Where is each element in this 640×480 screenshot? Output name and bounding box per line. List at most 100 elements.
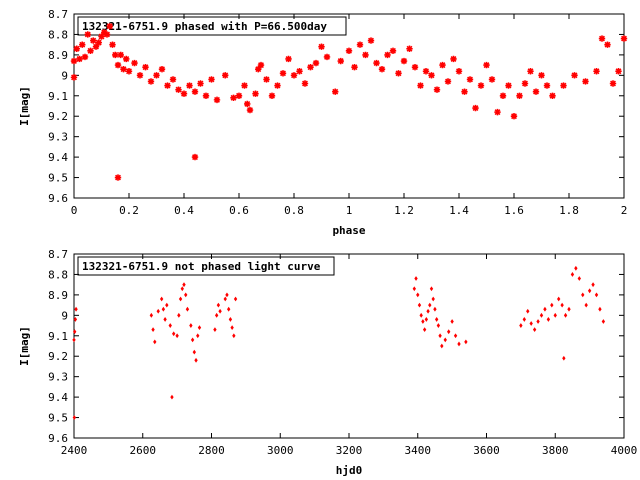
data-point: [337, 57, 344, 65]
data-point: [214, 312, 219, 318]
x-tick-label: 1.8: [559, 204, 579, 217]
data-point: [428, 302, 432, 308]
data-point: [268, 92, 276, 99]
data-point: [543, 306, 547, 312]
y-axis-ticks: 8.7 8.8 8.9 9 9.1 9.2 9.3 9.4 9.5 9.6: [48, 8, 624, 205]
data-point: [455, 68, 463, 75]
data-point: [593, 68, 600, 75]
data-point: [527, 68, 534, 75]
data-point: [114, 61, 122, 69]
data-point: [222, 72, 229, 79]
data-point: [581, 292, 585, 298]
data-point: [419, 312, 423, 318]
x-axis-label: phase: [332, 224, 365, 237]
data-point: [218, 308, 222, 314]
data-point: [570, 272, 575, 277]
data-point: [296, 68, 303, 75]
data-points: [70, 23, 628, 181]
data-point: [563, 312, 568, 318]
x-tick-label: 3800: [542, 444, 569, 457]
data-point: [208, 76, 215, 83]
y-tick-label: 9.1: [48, 330, 68, 343]
data-point: [443, 337, 447, 343]
data-point: [421, 319, 425, 324]
data-point: [165, 302, 169, 308]
data-point: [164, 82, 171, 89]
data-point: [73, 45, 80, 52]
x-tick-label: 0.2: [119, 204, 139, 217]
data-point: [73, 329, 77, 335]
data-point: [79, 41, 86, 48]
data-point: [444, 78, 452, 85]
data-point: [538, 72, 545, 79]
x-axis-ticks: 2400 2600 2800 3000 3200 3400 3600 3800 4000: [61, 254, 637, 457]
x-tick-label: 1.4: [449, 204, 469, 217]
data-point: [332, 88, 339, 95]
x-tick-label: 2800: [198, 444, 225, 457]
data-point: [197, 80, 204, 87]
data-point: [577, 276, 581, 281]
x-tick-label: 0.8: [284, 204, 304, 217]
data-points: [72, 265, 606, 420]
x-tick-label: 2600: [130, 444, 157, 457]
data-point: [216, 302, 221, 308]
data-point: [109, 41, 116, 48]
data-point: [620, 35, 628, 42]
data-point: [72, 415, 77, 420]
y-tick-label: 9: [61, 69, 68, 82]
data-point: [529, 321, 533, 326]
data-point: [412, 286, 416, 292]
data-point: [499, 92, 507, 99]
data-point: [532, 327, 537, 333]
data-point: [433, 86, 441, 93]
data-point: [285, 55, 292, 63]
data-point: [536, 319, 540, 324]
y-axis-label: I[mag]: [18, 326, 31, 366]
data-point: [76, 55, 83, 63]
data-point: [142, 63, 149, 71]
data-point: [213, 96, 221, 104]
data-point: [73, 317, 78, 322]
data-point: [232, 333, 236, 339]
data-point: [426, 308, 430, 314]
y-tick-label: 8.9: [48, 49, 68, 62]
data-point: [429, 286, 434, 292]
data-point: [202, 92, 210, 99]
data-point: [123, 55, 130, 63]
data-point: [159, 296, 164, 302]
data-point: [131, 59, 138, 67]
y-tick-label: 8.7: [48, 248, 68, 261]
data-point: [227, 306, 231, 312]
data-point: [539, 312, 544, 318]
data-point: [557, 296, 561, 302]
x-tick-label: 3400: [405, 444, 432, 457]
data-point: [87, 47, 94, 54]
data-point: [161, 306, 166, 312]
data-point: [439, 61, 446, 69]
data-point: [574, 265, 578, 271]
chart-title: 132321-6751.9 not phased light curve: [82, 260, 321, 273]
data-point: [230, 325, 234, 330]
data-point: [213, 327, 217, 333]
data-point: [571, 72, 578, 79]
data-point: [175, 333, 179, 339]
y-tick-label: 9.3: [48, 371, 68, 384]
y-tick-label: 9.1: [48, 90, 68, 103]
x-tick-label: 0.6: [229, 204, 249, 217]
data-point: [424, 317, 429, 322]
data-point: [312, 59, 320, 67]
data-point: [153, 72, 160, 79]
data-point: [464, 339, 468, 345]
data-point: [422, 68, 430, 75]
data-point: [192, 349, 196, 355]
data-point: [189, 323, 193, 328]
x-tick-label: 0.4: [174, 204, 194, 217]
data-point: [223, 296, 227, 302]
data-point: [263, 76, 270, 83]
data-point: [488, 76, 496, 83]
data-point: [450, 319, 454, 324]
data-point: [191, 88, 199, 95]
data-point: [182, 282, 186, 288]
data-point: [125, 68, 133, 75]
